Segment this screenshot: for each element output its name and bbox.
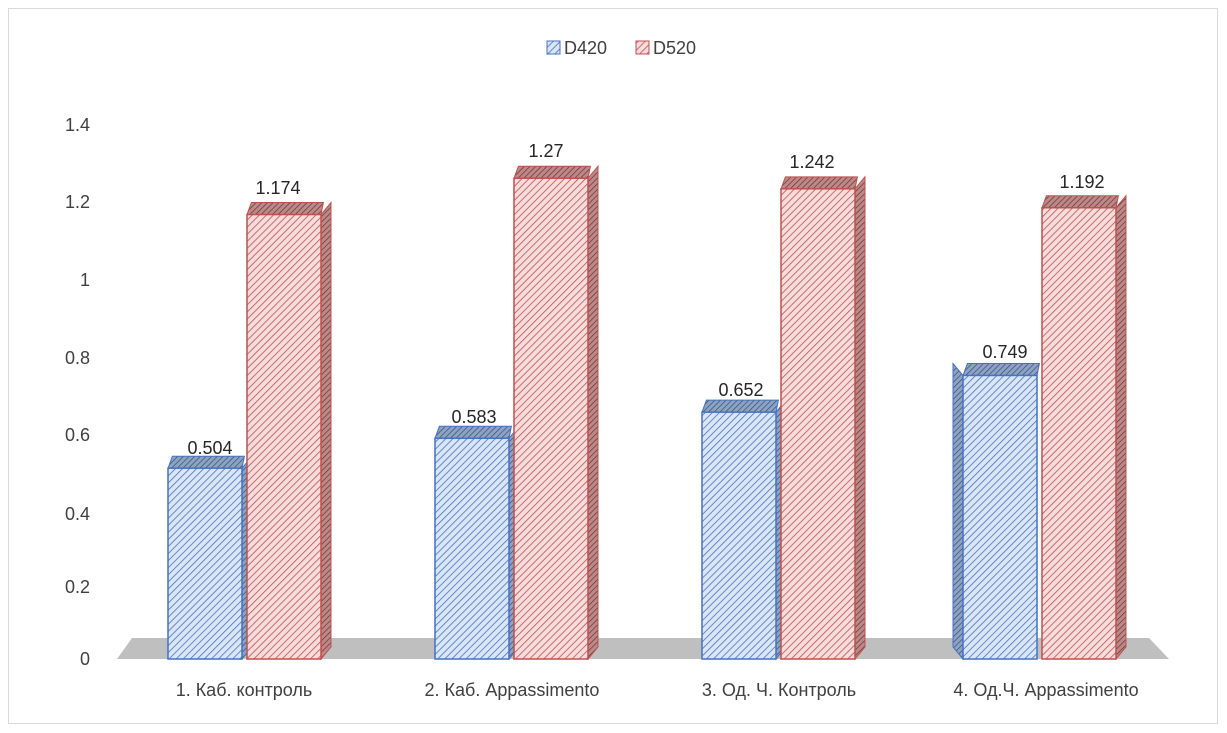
- bar-top-face: [513, 165, 592, 179]
- data-label-d520: 1.174: [255, 178, 300, 198]
- x-category-label: 2. Каб. Appassimento: [425, 680, 600, 700]
- bar-side-face: [1115, 194, 1127, 661]
- data-label-d420: 0.504: [187, 438, 232, 458]
- bar-top-face: [246, 202, 325, 216]
- bar-d520: [513, 164, 599, 661]
- bar-front-face: [246, 213, 322, 660]
- bar-front-face: [513, 177, 589, 660]
- bars-group: [167, 164, 1127, 661]
- bar-front-face: [1041, 206, 1117, 660]
- bar-front-face: [701, 411, 777, 660]
- bar-side-face: [587, 164, 599, 661]
- chart-floor: [117, 638, 1169, 659]
- bar-side-face: [952, 362, 964, 661]
- bar-top-face: [434, 425, 513, 439]
- bar-d520: [780, 175, 866, 661]
- legend-swatch-d520: [635, 40, 650, 55]
- y-tick-label: 1: [80, 270, 90, 290]
- y-tick-label: 0.2: [65, 577, 90, 597]
- bar-front-face: [434, 437, 510, 660]
- bar-d420: [434, 424, 520, 661]
- bar-side-face: [854, 175, 866, 661]
- data-label-d520: 1.242: [789, 152, 834, 172]
- bar-front-face: [780, 188, 856, 660]
- data-label-d520: 1.27: [528, 141, 563, 161]
- bar-top-face: [701, 399, 780, 413]
- bar-top-face: [167, 455, 246, 469]
- bar-top-face: [962, 362, 1041, 376]
- x-category-label: 3. Од. Ч. Контроль: [702, 680, 856, 700]
- y-tick-label: 0: [80, 649, 90, 669]
- x-category-label: 4. Од.Ч. Appassimento: [953, 680, 1138, 700]
- data-label-d420: 0.652: [718, 380, 763, 400]
- data-label-d420: 0.583: [451, 407, 496, 427]
- bar-d520: [246, 201, 332, 661]
- x-category-label: 1. Каб. контроль: [176, 680, 313, 700]
- bar-front-face: [962, 374, 1038, 660]
- bar-d520: [1041, 194, 1127, 661]
- legend: D420 D520: [546, 38, 696, 58]
- bar-front-face: [167, 467, 243, 660]
- y-axis: 0 0.2 0.4 0.6 0.8 1 1.2 1.4: [65, 115, 90, 669]
- legend-label-d520: D520: [653, 38, 696, 58]
- bar-d420: [701, 398, 787, 661]
- data-label-d420: 0.749: [982, 342, 1027, 362]
- y-tick-label: 0.4: [65, 504, 90, 524]
- y-tick-label: 0.6: [65, 425, 90, 445]
- y-tick-label: 1.2: [65, 192, 90, 212]
- data-label-d520: 1.192: [1059, 172, 1104, 192]
- bar-top-face: [780, 176, 859, 190]
- bar-d420: [167, 454, 253, 661]
- bar-top-face: [1041, 195, 1120, 209]
- bar-side-face: [320, 201, 332, 661]
- data-labels: 0.504 1.174 0.583 1.27 0.652 1.242 0.749…: [187, 141, 1104, 458]
- legend-label-d420: D420: [564, 38, 607, 58]
- legend-swatch-d420: [546, 40, 561, 55]
- y-tick-label: 0.8: [65, 348, 90, 368]
- bar-d420: [952, 362, 1041, 661]
- x-axis: 1. Каб. контроль 2. Каб. Appassimento 3.…: [176, 680, 1139, 700]
- y-tick-label: 1.4: [65, 115, 90, 135]
